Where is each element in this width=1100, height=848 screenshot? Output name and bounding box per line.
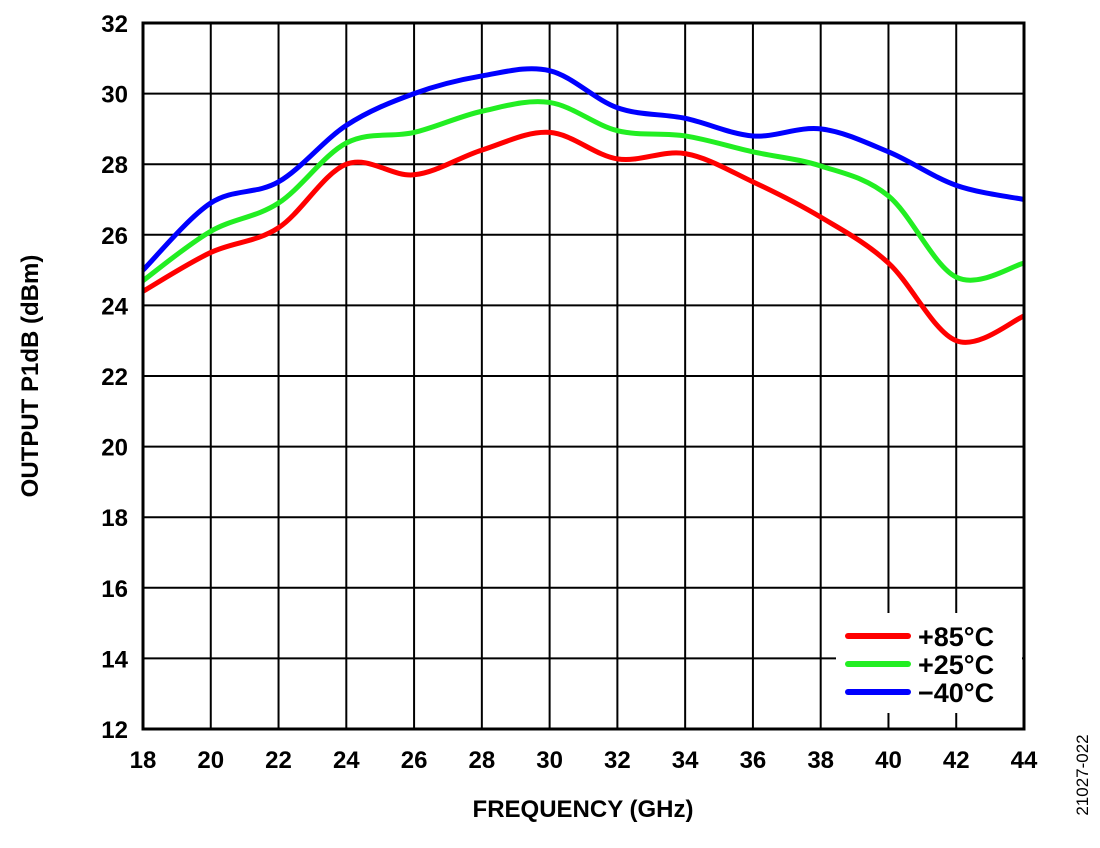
y-tick-label: 32: [101, 11, 128, 38]
y-tick-label: 12: [101, 717, 128, 744]
y-tick-label: 22: [101, 364, 128, 391]
y-axis-label: OUTPUT P1dB (dBm): [17, 255, 44, 498]
x-tick-label: 30: [536, 747, 563, 774]
x-tick-label: 36: [740, 747, 767, 774]
series-line-0: [141, 129, 1026, 345]
legend-label-2: −40°C: [918, 678, 994, 708]
x-tick-label: 44: [1011, 747, 1038, 774]
x-tick-label: 22: [265, 747, 292, 774]
x-tick-label: 18: [130, 747, 157, 774]
figure-id: 21027-022: [1073, 734, 1092, 815]
series-line-1: [141, 99, 1025, 283]
x-tick-label: 42: [943, 747, 970, 774]
x-tick-label: 20: [197, 747, 224, 774]
y-tick-labels: 12 14 16 18 20 22 24 26 28 30 32: [101, 11, 128, 744]
series-lines: [141, 66, 1026, 345]
series-line-2: [141, 66, 1025, 272]
x-tick-label: 24: [333, 747, 360, 774]
y-tick-label: 28: [101, 152, 128, 179]
y-tick-label: 16: [101, 576, 128, 603]
plot-frame: [141, 21, 1026, 731]
y-tick-label: 24: [101, 293, 128, 320]
y-tick-label: 26: [101, 223, 128, 250]
legend: +85°C+25°C−40°C: [836, 613, 1022, 713]
y-tick-label: 18: [101, 505, 128, 532]
x-tick-label: 40: [875, 747, 902, 774]
legend-label-0: +85°C: [918, 622, 994, 652]
x-tick-label: 26: [401, 747, 428, 774]
y-tick-label: 20: [101, 435, 128, 462]
y-tick-label: 30: [101, 82, 128, 109]
x-tick-label: 32: [604, 747, 631, 774]
x-tick-label: 28: [468, 747, 495, 774]
x-tick-label: 34: [672, 747, 699, 774]
legend-label-1: +25°C: [918, 650, 994, 680]
x-tick-labels: 18 20 22 24 26 28 30 32 34 36 38 40 42 44: [130, 747, 1038, 774]
y-tick-label: 14: [101, 646, 128, 673]
x-tick-label: 38: [807, 747, 834, 774]
x-axis-label: FREQUENCY (GHz): [473, 796, 694, 823]
